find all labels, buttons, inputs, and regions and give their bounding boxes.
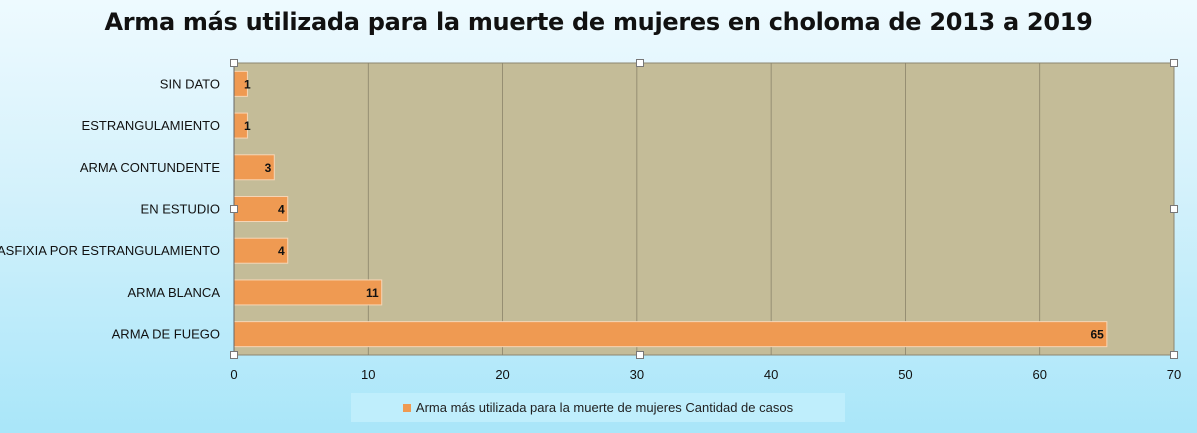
resize-handle[interactable]: [1170, 59, 1178, 67]
resize-handle[interactable]: [230, 205, 238, 213]
resize-handle[interactable]: [636, 351, 644, 359]
bar[interactable]: [233, 196, 289, 222]
category-label: EN ESTUDIO: [141, 202, 220, 217]
data-label: 4: [278, 244, 285, 258]
category-label: ASFIXIA POR ESTRANGULAMIENTO: [0, 243, 220, 258]
x-tick-label: 20: [495, 367, 509, 382]
resize-handle[interactable]: [1170, 351, 1178, 359]
data-label: 4: [278, 203, 285, 217]
data-label: 11: [366, 286, 379, 300]
selection-handles[interactable]: [230, 59, 1178, 359]
data-label: 3: [265, 161, 272, 175]
x-tick-label: 50: [898, 367, 912, 382]
category-label: ESTRANGULAMIENTO: [82, 118, 220, 133]
x-tick-label: 60: [1032, 367, 1046, 382]
category-axis-labels: SIN DATO ESTRANGULAMIENTO ARMA CONTUNDENTE…: [0, 76, 220, 341]
resize-handle[interactable]: [230, 59, 238, 67]
x-tick-label: 0: [230, 367, 237, 382]
plot-area: [233, 62, 1175, 356]
bar[interactable]: [233, 237, 289, 264]
value-axis-ticks: 0 10 20 30 40 50 60 70: [230, 367, 1181, 382]
gridlines: [367, 63, 1041, 355]
category-label: ARMA DE FUEGO: [112, 327, 220, 342]
bars: [233, 70, 1108, 348]
resize-handle[interactable]: [230, 351, 238, 359]
legend: Arma más utilizada para la muerte de muj…: [351, 393, 845, 422]
x-tick-label: 30: [630, 367, 644, 382]
chart-title: Arma más utilizada para la muerte de muj…: [104, 8, 1093, 36]
resize-handle[interactable]: [636, 59, 644, 67]
resize-handle[interactable]: [1170, 205, 1178, 213]
data-label: 1: [244, 119, 251, 133]
category-label: ARMA CONTUNDENTE: [80, 160, 220, 175]
x-tick-label: 70: [1167, 367, 1181, 382]
category-label: SIN DATO: [160, 76, 220, 91]
data-label: 1: [244, 77, 251, 91]
legend-label: Arma más utilizada para la muerte de muj…: [415, 400, 794, 415]
x-tick-label: 40: [764, 367, 778, 382]
data-label: 65: [1090, 328, 1104, 342]
x-tick-label: 10: [361, 367, 375, 382]
bar[interactable]: [233, 321, 1108, 348]
category-label: ARMA BLANCA: [128, 285, 221, 300]
legend-swatch: [402, 403, 411, 412]
bar[interactable]: [233, 279, 383, 306]
